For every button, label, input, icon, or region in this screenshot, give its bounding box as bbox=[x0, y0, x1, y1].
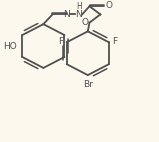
Text: Br: Br bbox=[83, 80, 93, 89]
Text: HO: HO bbox=[3, 41, 17, 51]
Text: O: O bbox=[82, 18, 89, 27]
Text: N: N bbox=[75, 10, 82, 19]
Text: N: N bbox=[63, 10, 70, 19]
Text: O: O bbox=[106, 1, 113, 10]
Text: H: H bbox=[77, 2, 82, 11]
Text: F: F bbox=[58, 37, 64, 46]
Text: F: F bbox=[112, 37, 117, 46]
